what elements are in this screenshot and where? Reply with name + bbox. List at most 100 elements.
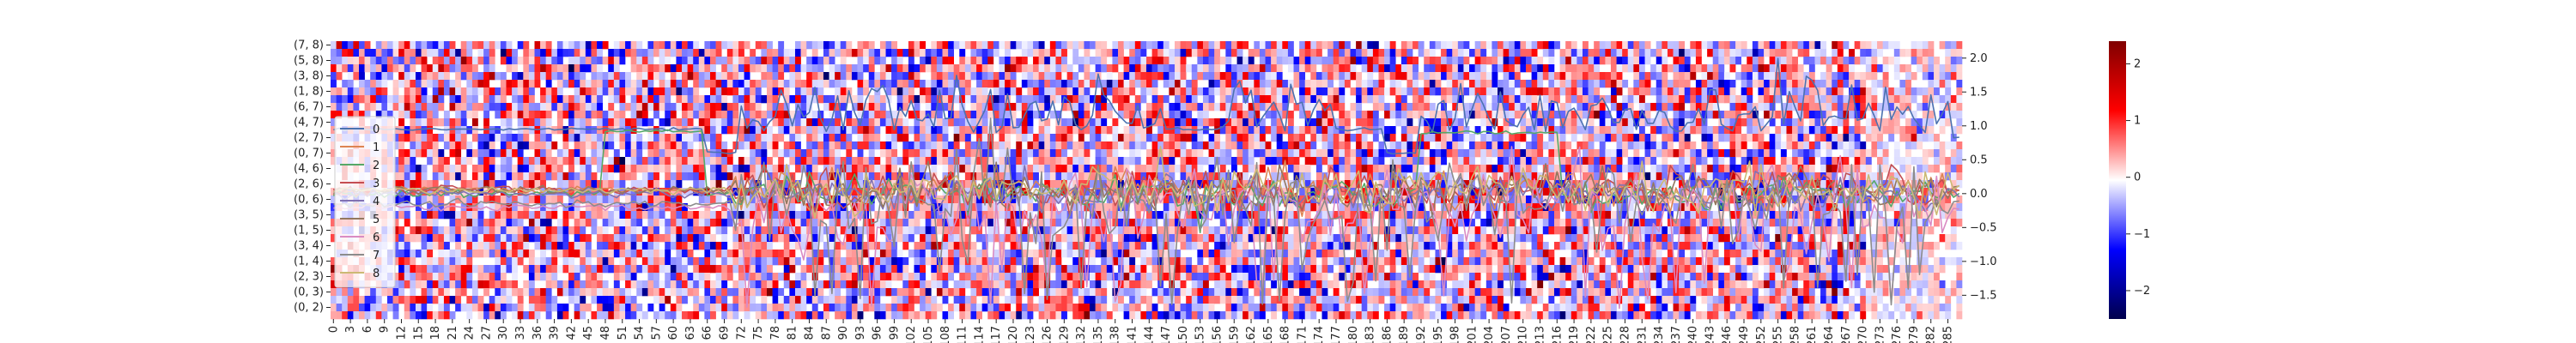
heatmap-cell <box>1021 95 1028 104</box>
heatmap-cell <box>1191 203 1198 212</box>
heatmap-cell <box>466 80 473 88</box>
heatmap-cell <box>331 64 337 73</box>
heatmap-cell <box>427 280 434 289</box>
heatmap-cell <box>817 157 824 165</box>
heatmap-cell <box>613 165 620 173</box>
heatmap-cell <box>449 296 456 304</box>
heatmap-cell <box>483 226 490 235</box>
heatmap-cell <box>1061 250 1067 258</box>
heatmap-cell <box>1225 273 1232 281</box>
heatmap-cell <box>580 280 586 289</box>
heatmap-cell <box>981 280 988 289</box>
heatmap-cell <box>744 219 750 227</box>
heatmap-cell <box>1180 311 1187 320</box>
heatmap-cell <box>556 80 563 88</box>
heatmap-cell <box>1163 257 1170 266</box>
heatmap-cell <box>466 57 473 65</box>
heatmap-cell <box>653 273 659 281</box>
heatmap-cell <box>920 188 927 196</box>
heatmap-cell <box>585 172 592 181</box>
heatmap-cell <box>455 250 462 258</box>
heatmap-cell <box>625 211 631 220</box>
heatmap-cell <box>443 242 450 250</box>
heatmap-cell <box>1090 165 1096 173</box>
heatmap-cell <box>693 41 700 50</box>
heatmap-cell <box>580 57 586 65</box>
heatmap-cell <box>585 211 592 220</box>
heatmap-cell <box>993 304 999 312</box>
heatmap-cell <box>528 257 535 266</box>
heatmap-cell <box>942 242 949 250</box>
heatmap-cell <box>1123 250 1130 258</box>
heatmap-cell <box>477 265 484 274</box>
heatmap-cell <box>738 157 744 165</box>
heatmap-cell <box>331 219 337 227</box>
heatmap-cell <box>902 311 909 320</box>
heatmap-cell <box>1146 203 1152 212</box>
heatmap-cell <box>964 311 971 320</box>
heatmap-cell <box>659 80 665 88</box>
heatmap-cell <box>772 203 779 212</box>
heatmap-cell <box>953 180 960 189</box>
heatmap-cell <box>1146 226 1152 235</box>
heatmap-cell <box>693 226 700 235</box>
heatmap-cell <box>1072 242 1079 250</box>
heatmap-cell <box>710 265 716 274</box>
heatmap-cell <box>868 72 875 81</box>
heatmap-cell <box>1005 211 1011 220</box>
heatmap-cell <box>999 149 1005 158</box>
heatmap-cell <box>1123 87 1130 96</box>
heatmap-cell <box>732 72 739 81</box>
heatmap-cell <box>857 250 864 258</box>
heatmap-cell <box>427 118 434 127</box>
heatmap-cell <box>438 304 445 312</box>
heatmap-cell <box>591 280 598 289</box>
heatmap-cell <box>580 157 586 165</box>
heatmap-cell <box>891 288 898 297</box>
heatmap-cell <box>676 49 683 57</box>
heatmap-cell <box>920 226 927 235</box>
heatmap-cell <box>1163 157 1170 165</box>
heatmap-cell <box>471 87 478 96</box>
heatmap-cell <box>613 280 620 289</box>
heatmap-cell <box>778 273 785 281</box>
heatmap-cell <box>636 80 643 88</box>
heatmap-cell <box>744 103 750 111</box>
heatmap-cell <box>585 250 592 258</box>
heatmap-cell <box>415 234 422 243</box>
heatmap-cell <box>353 304 360 312</box>
heatmap-cell <box>471 149 478 158</box>
heatmap-cell <box>613 296 620 304</box>
heatmap-cell <box>676 211 683 220</box>
heatmap-cell <box>902 72 909 81</box>
heatmap-cell <box>562 265 569 274</box>
heatmap-cell <box>698 165 705 173</box>
heatmap-cell <box>1101 273 1108 281</box>
heatmap-cell <box>1202 157 1209 165</box>
heatmap-cell <box>925 311 932 320</box>
heatmap-cell <box>641 196 648 204</box>
heatmap-cell <box>358 41 365 50</box>
heatmap-cell <box>704 157 711 165</box>
heatmap-cell <box>641 87 648 96</box>
heatmap-cell <box>1078 118 1084 127</box>
heatmap-cell <box>721 165 728 173</box>
heatmap-cell <box>811 57 818 65</box>
heatmap-cell <box>1208 72 1215 81</box>
heatmap-cell <box>562 95 569 104</box>
heatmap-cell <box>698 157 705 165</box>
heatmap-cell <box>404 165 410 173</box>
heatmap-cell <box>665 157 671 165</box>
heatmap-cell <box>489 165 495 173</box>
heatmap-cell <box>902 288 909 297</box>
heatmap-cell <box>1202 141 1209 150</box>
heatmap-cell <box>879 288 886 297</box>
heatmap-cell <box>817 311 824 320</box>
heatmap-cell <box>1027 219 1034 227</box>
heatmap-cell <box>710 180 716 189</box>
heatmap-cell <box>375 64 382 73</box>
heatmap-cell <box>500 134 507 142</box>
heatmap-cell <box>896 257 903 266</box>
heatmap-cell <box>817 211 824 220</box>
heatmap-cell <box>415 111 422 119</box>
